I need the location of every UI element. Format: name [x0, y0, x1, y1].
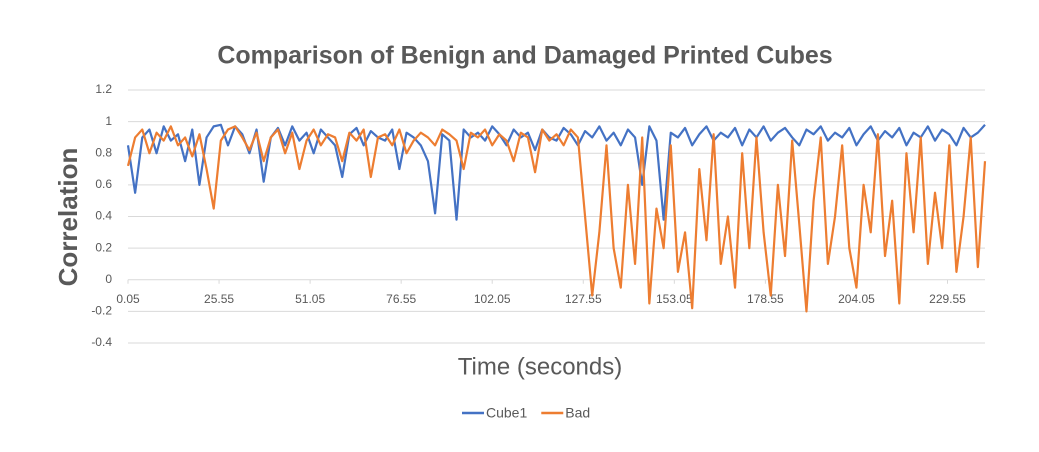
y-tick-label: 0.2	[95, 240, 112, 254]
legend-label: Cube1	[486, 405, 527, 421]
x-tick-label: 153.05	[656, 292, 693, 306]
chart-title: Comparison of Benign and Damaged Printed…	[217, 42, 832, 70]
x-tick-label: 127.55	[565, 292, 602, 306]
x-tick-label: 204.05	[838, 292, 875, 306]
y-tick-label: 1	[105, 114, 112, 128]
x-tick-label: 51.05	[295, 292, 325, 306]
y-axis-label: Correlation	[53, 148, 83, 287]
x-tick-label: 178.55	[747, 292, 784, 306]
y-tick-label: 0	[105, 272, 112, 286]
y-tick-label: 0.6	[95, 177, 112, 191]
y-tick-label: -0.2	[91, 304, 112, 318]
data-line	[126, 125, 987, 313]
y-tick-label: 1.2	[95, 82, 112, 96]
x-tick-label: 102.05	[474, 292, 511, 306]
x-axis-label: Time (seconds)	[458, 353, 622, 380]
x-tick-label: 0.05	[116, 292, 140, 306]
x-tick-label: 76.55	[386, 292, 416, 306]
y-tick-label: 0.4	[95, 209, 112, 223]
data-line	[126, 123, 986, 221]
x-tick-label: 25.55	[204, 292, 234, 306]
legend-label: Bad	[565, 405, 590, 421]
x-tick-label: 229.55	[929, 292, 966, 306]
y-tick-label: -0.4	[91, 335, 112, 349]
y-tick-label: 0.8	[95, 145, 112, 159]
